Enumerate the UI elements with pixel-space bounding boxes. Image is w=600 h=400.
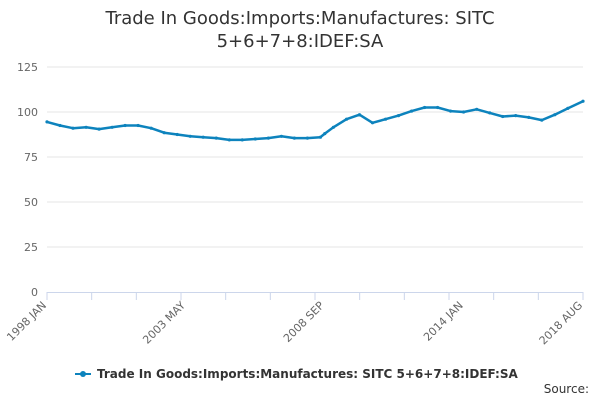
plot-series <box>45 99 585 142</box>
chart-title-line-1: Trade In Goods:Imports:Manufactures: SIT… <box>104 8 494 29</box>
y-gridlines <box>47 66 583 248</box>
data-point[interactable] <box>71 126 75 130</box>
data-point[interactable] <box>97 127 101 131</box>
data-point[interactable] <box>214 136 218 140</box>
x-tick-label: 2014 JAN <box>421 299 466 344</box>
data-point[interactable] <box>449 109 453 113</box>
series-line <box>46 100 584 142</box>
data-point[interactable] <box>436 105 440 110</box>
x-tick-label: 2018 AUG <box>537 299 586 348</box>
data-point[interactable] <box>514 114 518 118</box>
data-point[interactable] <box>318 135 322 139</box>
y-tick-labels: 0 25 50 75 100 125 <box>17 61 38 299</box>
data-point[interactable] <box>396 114 401 118</box>
data-point[interactable] <box>566 106 570 110</box>
y-tick-label: 50 <box>24 196 38 209</box>
data-point[interactable] <box>162 131 166 135</box>
y-tick-label: 100 <box>17 106 38 119</box>
chart-title-line-2: 5+6+7+8:IDEF:SA <box>217 31 384 52</box>
data-point[interactable] <box>240 138 244 142</box>
data-point[interactable] <box>540 118 544 122</box>
legend-label: Trade In Goods:Imports:Manufactures: SIT… <box>97 367 518 381</box>
x-tick-labels: 1998 JAN 2003 MAY 2008 SEP 2014 JAN 2018 AUG <box>4 292 585 347</box>
data-point[interactable] <box>201 135 205 139</box>
data-point[interactable] <box>383 117 388 121</box>
y-tick-label: 0 <box>31 286 38 299</box>
data-point[interactable] <box>581 99 585 103</box>
data-point[interactable] <box>84 125 88 129</box>
data-point[interactable] <box>462 110 466 114</box>
data-point[interactable] <box>323 132 327 136</box>
data-point[interactable] <box>357 113 362 117</box>
data-point[interactable] <box>45 120 49 124</box>
data-point[interactable] <box>475 107 479 111</box>
data-point[interactable] <box>149 126 153 130</box>
legend-dot-marker <box>80 371 86 377</box>
data-point[interactable] <box>253 137 257 141</box>
data-point[interactable] <box>123 123 127 128</box>
data-point[interactable] <box>175 132 179 137</box>
data-point[interactable] <box>188 134 192 138</box>
data-point[interactable] <box>344 117 349 121</box>
data-point[interactable] <box>553 113 557 117</box>
data-point[interactable] <box>370 121 375 125</box>
data-point[interactable] <box>136 123 140 128</box>
y-tick-label: 125 <box>17 61 38 74</box>
data-point[interactable] <box>488 111 492 115</box>
legend[interactable]: Trade In Goods:Imports:Manufactures: SIT… <box>75 367 518 381</box>
data-point[interactable] <box>305 136 309 140</box>
data-point[interactable] <box>527 115 531 119</box>
data-point[interactable] <box>279 134 283 138</box>
data-point[interactable] <box>266 136 270 140</box>
data-point[interactable] <box>292 136 296 140</box>
data-point[interactable] <box>410 109 414 113</box>
x-tick-label: 2008 SEP <box>281 299 327 345</box>
x-tick-label: 2003 MAY <box>140 299 188 347</box>
x-tick-label: 1998 JAN <box>4 299 49 344</box>
data-point[interactable] <box>501 114 505 119</box>
data-point[interactable] <box>423 105 427 110</box>
source-credit[interactable]: Source: <box>544 382 589 396</box>
y-tick-label: 25 <box>24 241 38 254</box>
data-point[interactable] <box>58 123 62 128</box>
data-point[interactable] <box>227 138 231 142</box>
data-point[interactable] <box>110 125 114 129</box>
y-tick-label: 75 <box>24 151 38 164</box>
data-point[interactable] <box>331 125 335 129</box>
